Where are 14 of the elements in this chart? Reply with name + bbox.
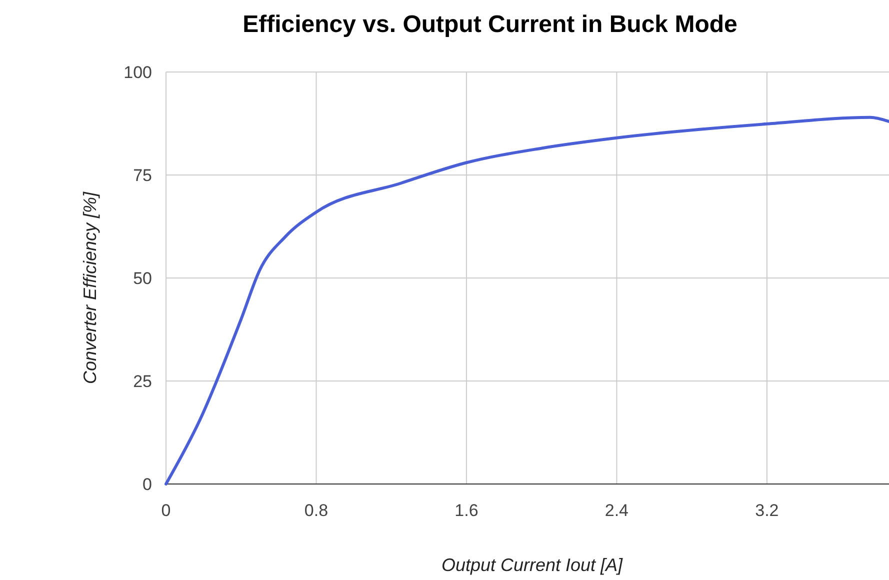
y-tick-label: 0 (142, 474, 152, 494)
x-tick-label: 0 (161, 501, 171, 520)
y-tick-label: 25 (133, 372, 152, 391)
x-tick-label: 2.4 (604, 501, 629, 520)
chart-title: Efficiency vs. Output Current in Buck Mode (242, 11, 738, 38)
y-tick-label: 50 (133, 268, 152, 288)
x-axis-title: Output Current Iout [A] (441, 555, 624, 575)
x-tick-label: 0.8 (304, 501, 328, 520)
line-series (164, 116, 889, 486)
y-tick-label: 100 (124, 62, 152, 82)
y-axis-title: Converter Efficiency [%] (80, 190, 100, 384)
y-tick-label: 75 (133, 166, 152, 185)
x-tick-label: 3.2 (755, 501, 779, 520)
x-tick-label: 1.6 (454, 501, 478, 520)
